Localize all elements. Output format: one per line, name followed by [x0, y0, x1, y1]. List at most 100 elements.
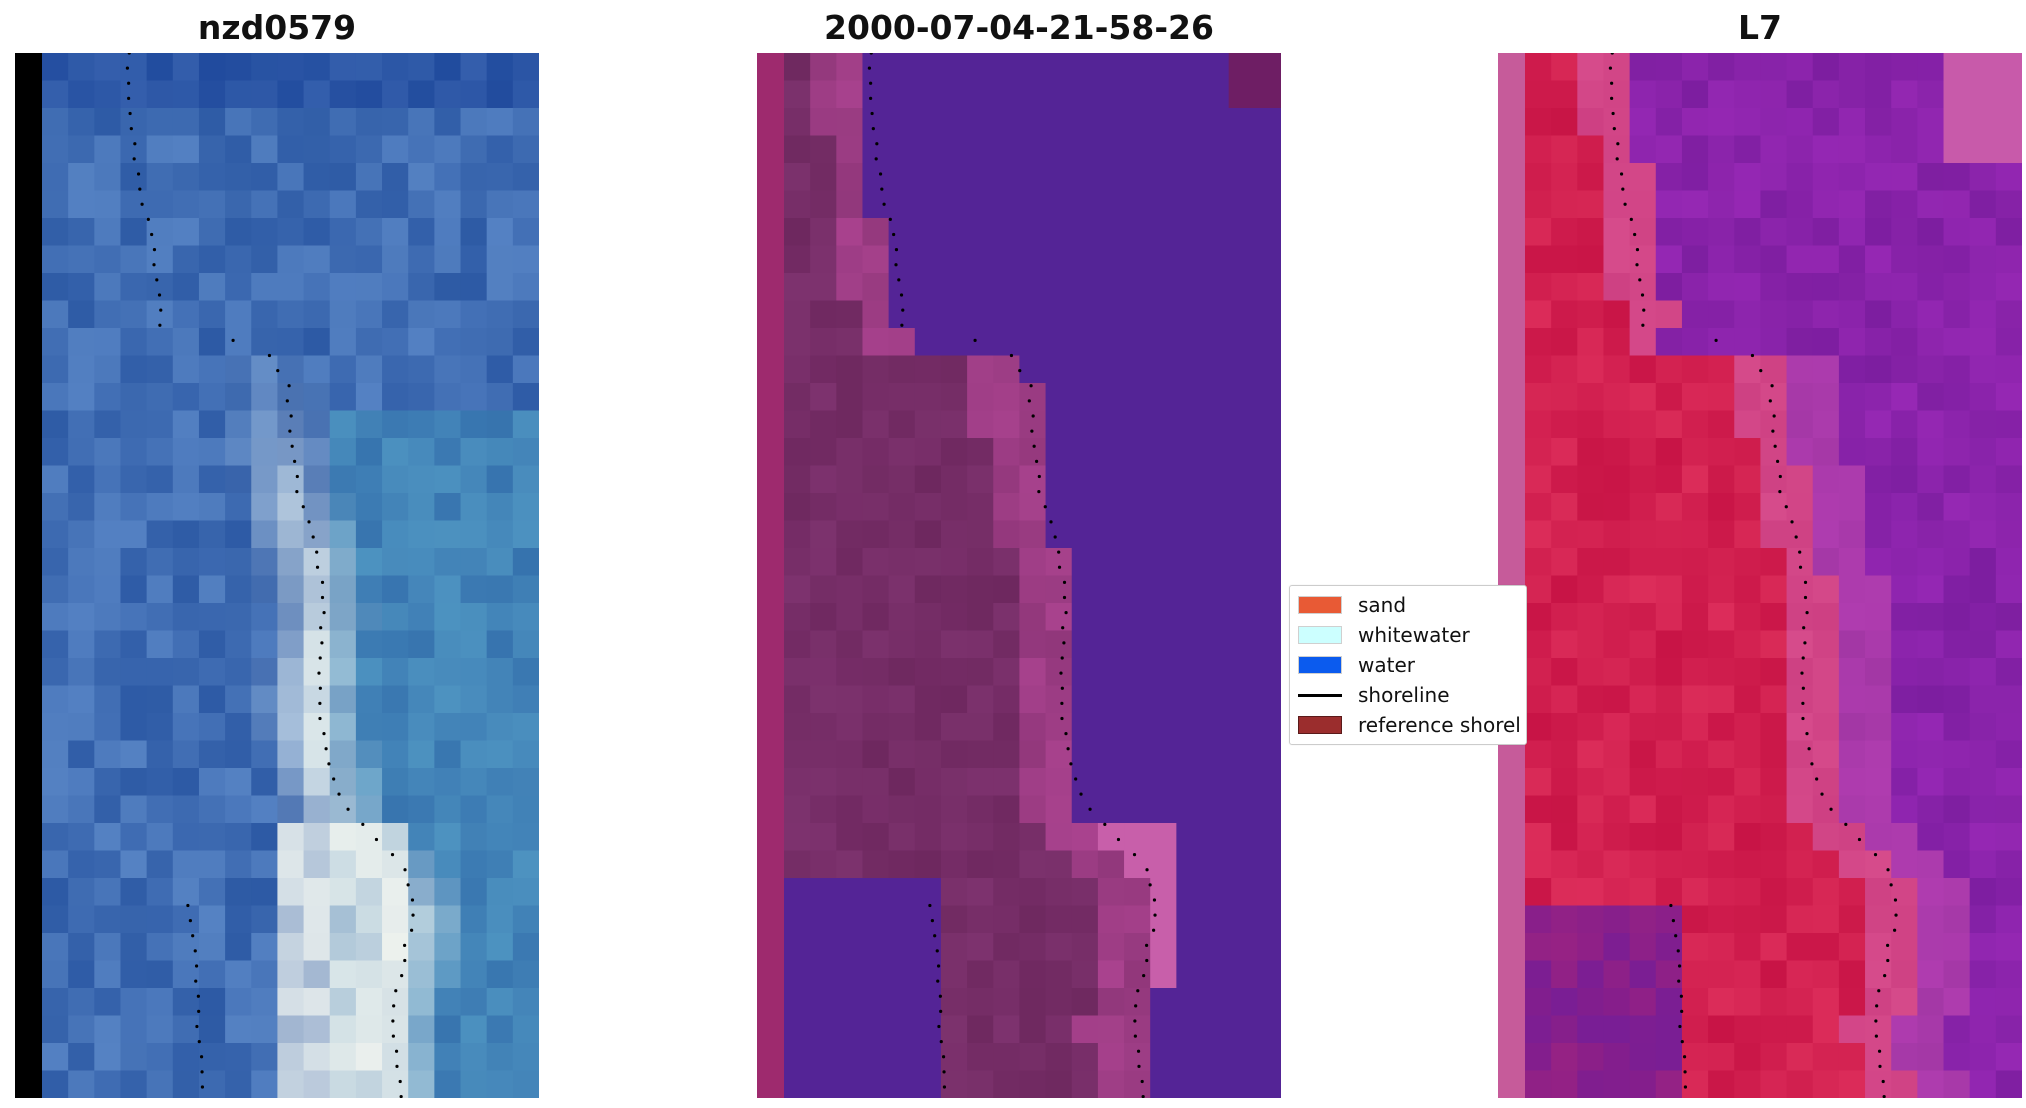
- shoreline-point: [402, 943, 407, 947]
- image-pixel: [1969, 410, 1997, 439]
- image-pixel: [784, 630, 811, 659]
- image-pixel: [1995, 1015, 2022, 1044]
- image-pixel: [940, 630, 968, 659]
- image-pixel: [172, 273, 200, 302]
- image-pixel: [1629, 80, 1657, 109]
- shoreline-point: [1616, 142, 1620, 146]
- image-pixel: [486, 933, 514, 962]
- image-pixel: [1577, 190, 1605, 219]
- image-pixel: [198, 905, 226, 934]
- image-pixel: [1708, 795, 1735, 824]
- image-pixel: [967, 218, 994, 247]
- image-pixel: [329, 1015, 357, 1044]
- shoreline-point: [403, 958, 407, 963]
- shoreline-point: [1060, 701, 1064, 705]
- image-pixel: [914, 108, 942, 137]
- image-pixel: [1150, 658, 1177, 687]
- rgb-image-panel: [15, 53, 539, 1098]
- image-pixel: [172, 163, 200, 192]
- image-pixel: [967, 933, 994, 962]
- image-pixel: [434, 685, 462, 714]
- image-pixel: [1786, 493, 1814, 522]
- image-pixel: [1708, 905, 1735, 934]
- image-pixel: [1019, 80, 1047, 109]
- image-pixel: [862, 108, 890, 137]
- image-pixel: [1708, 603, 1735, 632]
- image-pixel: [355, 493, 383, 522]
- image-pixel: [1734, 960, 1762, 989]
- image-pixel: [382, 245, 409, 274]
- image-pixel: [329, 163, 357, 192]
- image-pixel: [1995, 1043, 2022, 1072]
- image-pixel: [1655, 108, 1683, 137]
- shoreline-point: [1103, 822, 1107, 826]
- image-pixel: [303, 768, 331, 797]
- image-pixel: [486, 410, 514, 439]
- image-pixel: [1019, 850, 1047, 879]
- image-pixel: [967, 685, 994, 714]
- image-pixel: [94, 603, 122, 632]
- image-pixel: [408, 960, 435, 989]
- image-pixel: [1019, 603, 1047, 632]
- image-pixel: [1917, 493, 1945, 522]
- image-pixel: [42, 548, 69, 577]
- image-pixel: [1917, 1070, 1945, 1098]
- image-pixel: [862, 520, 890, 549]
- image-pixel: [810, 1015, 837, 1044]
- image-pixel: [1812, 905, 1840, 934]
- shoreline-point: [1674, 934, 1678, 938]
- image-pixel: [1071, 465, 1099, 494]
- image-pixel: [1891, 960, 1918, 989]
- image-pixel: [120, 795, 148, 824]
- image-pixel: [1176, 988, 1204, 1017]
- image-pixel: [120, 273, 148, 302]
- image-pixel: [1071, 933, 1099, 962]
- image-pixel: [1655, 933, 1683, 962]
- image-pixel: [1681, 465, 1709, 494]
- shoreline-point: [1031, 414, 1035, 418]
- image-pixel: [1202, 273, 1230, 302]
- shoreline-point: [318, 701, 322, 705]
- shoreline-point: [1060, 686, 1064, 690]
- image-pixel: [836, 1015, 864, 1044]
- shoreline-point: [301, 505, 305, 509]
- image-pixel: [120, 300, 148, 329]
- image-pixel: [1071, 630, 1099, 659]
- image-pixel: [146, 795, 174, 824]
- image-pixel: [993, 658, 1021, 687]
- image-pixel: [68, 300, 95, 329]
- image-pixel: [382, 108, 409, 137]
- image-pixel: [68, 328, 95, 357]
- image-pixel: [1760, 218, 1788, 247]
- image-pixel: [1228, 355, 1256, 384]
- image-pixel: [198, 520, 226, 549]
- image-pixel: [1708, 273, 1735, 302]
- image-pixel: [460, 658, 488, 687]
- shoreline-point: [197, 1009, 201, 1013]
- shoreline-point: [1886, 868, 1890, 872]
- legend-item-shoreline: shoreline: [1290, 680, 1450, 710]
- image-pixel: [1786, 685, 1814, 714]
- image-pixel: [303, 933, 331, 962]
- image-pixel: [434, 1043, 462, 1072]
- shoreline-point: [1714, 338, 1718, 342]
- image-pixel: [1708, 383, 1735, 412]
- image-pixel: [1629, 603, 1657, 632]
- image-pixel: [172, 878, 200, 907]
- image-pixel: [784, 548, 811, 577]
- image-pixel: [1045, 493, 1073, 522]
- image-pixel: [1150, 740, 1177, 769]
- image-pixel: [1838, 1015, 1866, 1044]
- image-pixel: [1838, 768, 1866, 797]
- image-pixel: [172, 960, 200, 989]
- image-pixel: [225, 53, 252, 82]
- image-pixel: [512, 548, 539, 577]
- image-pixel: [1525, 685, 1552, 714]
- image-pixel: [42, 438, 69, 467]
- image-pixel: [1228, 905, 1256, 934]
- image-pixel: [1760, 438, 1788, 467]
- image-pixel: [1551, 80, 1578, 109]
- image-pixel: [888, 740, 916, 769]
- image-pixel: [1681, 383, 1709, 412]
- shoreline-point: [1145, 958, 1149, 963]
